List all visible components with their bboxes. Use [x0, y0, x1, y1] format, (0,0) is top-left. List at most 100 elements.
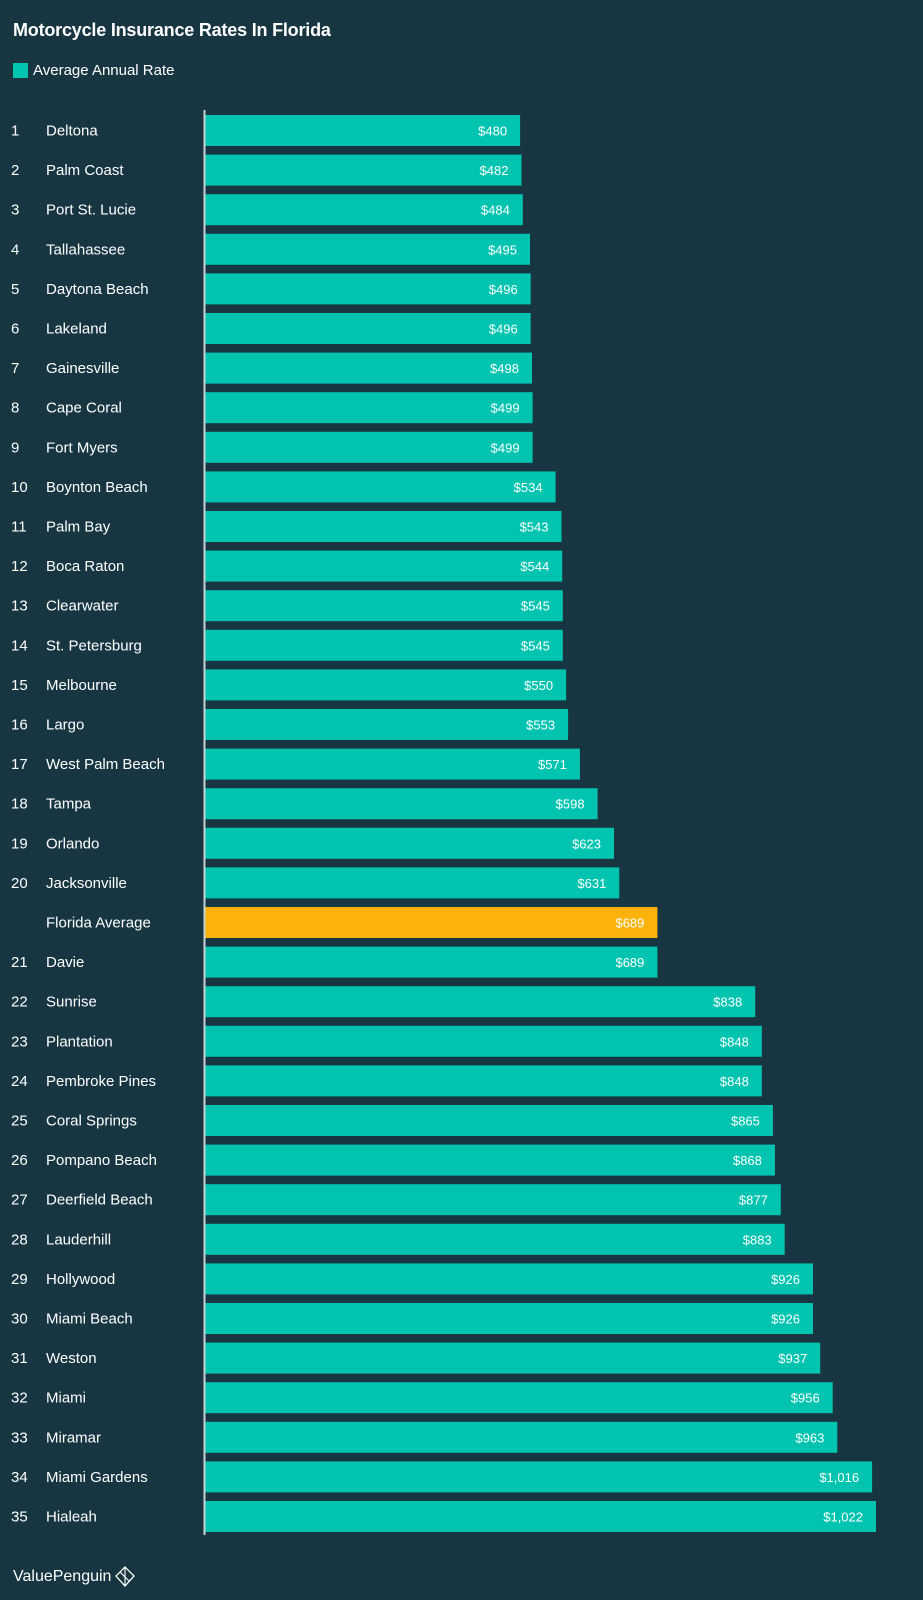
- legend-swatch: [13, 63, 28, 78]
- value-label: $496: [489, 282, 518, 297]
- city-label: Palm Bay: [46, 519, 111, 536]
- value-label: $499: [491, 440, 520, 455]
- rank-label: 22: [11, 994, 28, 1011]
- rank-label: 21: [11, 954, 28, 971]
- rank-label: 17: [11, 756, 28, 773]
- rank-label: 19: [11, 835, 28, 852]
- city-label: Tallahassee: [46, 241, 125, 258]
- bar: [205, 827, 614, 859]
- city-label: Davie: [46, 954, 84, 971]
- bar: [205, 986, 756, 1018]
- city-label: Fort Myers: [46, 439, 118, 456]
- bar: [205, 788, 598, 820]
- rank-label: 13: [11, 598, 28, 615]
- bar: [205, 1461, 873, 1493]
- rank-label: 4: [11, 241, 19, 258]
- bar: [205, 590, 563, 622]
- city-label: Plantation: [46, 1033, 113, 1050]
- value-label: $689: [615, 916, 644, 931]
- bar: [205, 352, 532, 384]
- bar: [205, 1342, 821, 1374]
- bar: [205, 115, 521, 146]
- value-label: $937: [778, 1351, 807, 1366]
- rank-label: 3: [11, 202, 19, 219]
- value-label: $498: [490, 361, 519, 376]
- value-label: $689: [615, 955, 644, 970]
- city-label: Miami Beach: [46, 1311, 133, 1328]
- bar: [205, 669, 567, 701]
- brand-name: ValuePenguin: [13, 1568, 112, 1585]
- rank-label: 31: [11, 1350, 28, 1367]
- value-label: $495: [488, 242, 517, 257]
- rank-label: 7: [11, 360, 19, 377]
- value-label: $883: [743, 1232, 772, 1247]
- rank-label: 29: [11, 1271, 28, 1288]
- value-label: $553: [526, 718, 555, 733]
- rank-label: 15: [11, 677, 28, 694]
- city-label: Boca Raton: [46, 558, 124, 575]
- rank-label: 25: [11, 1113, 28, 1130]
- value-label: $848: [720, 1074, 749, 1089]
- rank-label: 26: [11, 1152, 28, 1169]
- city-label: Port St. Lucie: [46, 202, 136, 219]
- rank-label: 27: [11, 1192, 28, 1209]
- city-label: Cape Coral: [46, 400, 122, 417]
- bar: [205, 1025, 762, 1057]
- value-label: $480: [478, 124, 507, 139]
- city-label: Jacksonville: [46, 875, 127, 892]
- city-label: Miami: [46, 1390, 86, 1407]
- bar: [205, 709, 569, 740]
- bar: [205, 471, 556, 503]
- city-label: Boynton Beach: [46, 479, 148, 496]
- rank-label: 32: [11, 1390, 28, 1407]
- value-label: $631: [577, 876, 606, 891]
- city-label: Lauderhill: [46, 1231, 111, 1248]
- value-label: $496: [489, 322, 518, 337]
- rank-label: 14: [11, 637, 28, 654]
- bar: [205, 313, 531, 344]
- bar: [205, 431, 533, 463]
- rank-label: 18: [11, 796, 28, 813]
- value-label: $956: [791, 1391, 820, 1406]
- bar: [205, 392, 533, 424]
- bar: [205, 1501, 876, 1532]
- city-label: Deerfield Beach: [46, 1192, 153, 1209]
- value-label: $543: [520, 520, 549, 535]
- rank-label: 6: [11, 321, 19, 338]
- rank-label: 9: [11, 439, 19, 456]
- rank-label: 30: [11, 1311, 28, 1328]
- city-label: Clearwater: [46, 598, 119, 615]
- value-label: $868: [733, 1153, 762, 1168]
- rank-label: 20: [11, 875, 28, 892]
- city-label: Largo: [46, 717, 84, 734]
- value-label: $534: [514, 480, 543, 495]
- city-label: Hollywood: [46, 1271, 115, 1288]
- bar: [205, 748, 580, 780]
- value-label: $848: [720, 1034, 749, 1049]
- rank-label: 8: [11, 400, 19, 417]
- bar: [205, 1223, 785, 1255]
- bar: [205, 1421, 838, 1453]
- value-label: $545: [521, 638, 550, 653]
- city-label: Palm Coast: [46, 162, 124, 179]
- bar: [205, 867, 620, 899]
- bar: [205, 550, 563, 582]
- rank-label: 34: [11, 1469, 28, 1486]
- bar: [205, 1144, 775, 1176]
- city-label: Orlando: [46, 835, 99, 852]
- bar: [205, 154, 522, 186]
- value-label: $545: [521, 599, 550, 614]
- city-label: Florida Average: [46, 915, 151, 932]
- rank-label: 10: [11, 479, 28, 496]
- value-label: $482: [480, 163, 509, 178]
- legend-label: Average Annual Rate: [33, 62, 175, 79]
- rank-label: 2: [11, 162, 19, 179]
- city-label: Lakeland: [46, 321, 107, 338]
- rank-label: 1: [11, 123, 19, 140]
- rank-label: 28: [11, 1231, 28, 1248]
- chart-title: Motorcycle Insurance Rates In Florida: [13, 20, 331, 40]
- bar: [205, 1303, 813, 1334]
- rank-label: 16: [11, 717, 28, 734]
- bar: [205, 1105, 773, 1136]
- rank-label: 23: [11, 1033, 28, 1050]
